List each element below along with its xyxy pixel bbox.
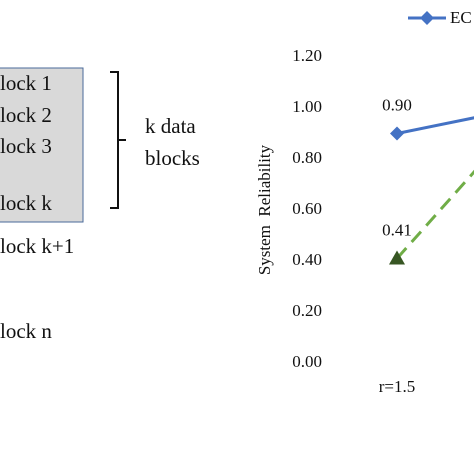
parity-block-label: lock n	[0, 319, 52, 343]
brace-label: blocks	[145, 146, 200, 170]
data-label: 0.90	[382, 95, 412, 114]
y-tick-label: 0.40	[292, 250, 322, 269]
data-block-box	[0, 67, 84, 223]
y-tick-label: 0.80	[292, 148, 322, 167]
point-marker	[390, 126, 404, 141]
y-axis-label: System Reliability	[255, 144, 274, 275]
point-marker	[389, 250, 405, 265]
y-tick-label: 0.00	[292, 352, 322, 371]
data-block-label: lock 3	[0, 134, 52, 158]
series-line	[395, 169, 474, 260]
y-tick-label: 0.60	[292, 199, 322, 218]
legend-marker	[420, 11, 434, 25]
legend-label: EC	[450, 8, 472, 27]
x-tick-label: r=1.5	[379, 377, 416, 396]
y-tick-label: 0.20	[292, 301, 322, 320]
y-tick-label: 1.00	[292, 97, 322, 116]
brace-label: k data	[145, 114, 196, 138]
brace	[110, 71, 126, 209]
data-block-label: lock 2	[0, 103, 52, 127]
parity-block-label: lock k+1	[0, 234, 74, 258]
data-block-label: lock k	[0, 191, 52, 215]
series-line	[396, 116, 474, 135]
data-block-label: lock 1	[0, 71, 52, 95]
data-label: 0.41	[382, 220, 412, 239]
y-tick-label: 1.20	[292, 46, 322, 65]
